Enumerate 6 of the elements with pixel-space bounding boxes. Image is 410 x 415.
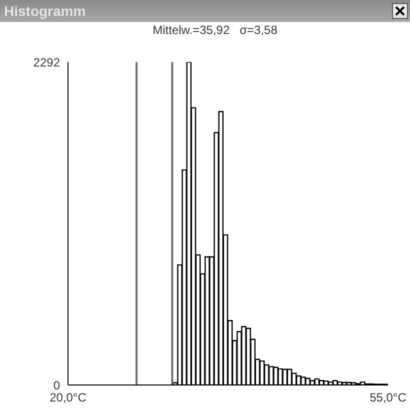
y-tick-label: 2292 bbox=[33, 55, 60, 70]
x-tick-label: 55,0°C bbox=[370, 390, 407, 405]
x-tick-label: 20,0°C bbox=[50, 390, 87, 405]
chart-title: Histogramm bbox=[4, 3, 86, 19]
text: Mittelw.=35,92 σ=3,58 bbox=[152, 23, 278, 37]
y-tick-label: 0 bbox=[53, 378, 60, 392]
